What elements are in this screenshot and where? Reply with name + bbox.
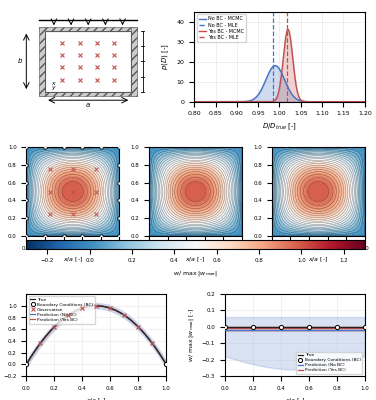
Prediction (Yes BC) xyxy=(305,326,310,331)
Text: b: b xyxy=(18,58,22,64)
Prediction (Yes BC) xyxy=(362,326,367,331)
Prediction (No BC) xyxy=(308,328,313,332)
True xyxy=(306,324,310,329)
Boundary Conditions (BC) xyxy=(335,324,339,329)
Boundary Conditions (BC) xyxy=(223,324,227,329)
Observation xyxy=(136,324,141,329)
Bar xyxy=(131,27,138,96)
Prediction (No BC) xyxy=(107,306,112,310)
Prediction (No BC) xyxy=(305,328,310,332)
Bar xyxy=(45,31,131,92)
X-axis label: $D/D_{true}$ [-]: $D/D_{true}$ [-] xyxy=(262,122,297,132)
Observation xyxy=(122,313,126,318)
Prediction (No BC) xyxy=(24,361,29,366)
Legend: True, Boundary Conditions (BC), Observation, Prediction (No BC), Prediction (Yes: True, Boundary Conditions (BC), Observat… xyxy=(29,296,95,324)
Boundary Conditions (BC) xyxy=(279,324,283,329)
Line: Prediction (Yes BC): Prediction (Yes BC) xyxy=(26,306,166,364)
True xyxy=(94,303,98,308)
Text: a: a xyxy=(86,102,90,108)
Observation xyxy=(80,306,85,310)
X-axis label: $w/$ max $|w_{max}|$: $w/$ max $|w_{max}|$ xyxy=(173,269,218,278)
True xyxy=(110,306,115,311)
Observation xyxy=(66,313,71,318)
Boundary Conditions (BC) xyxy=(250,324,255,329)
True xyxy=(349,324,354,329)
Observation xyxy=(38,341,42,346)
True xyxy=(24,362,29,367)
Line: Prediction (No BC): Prediction (No BC) xyxy=(26,306,166,364)
True xyxy=(362,324,367,329)
Line: True: True xyxy=(26,306,166,364)
Prediction (Yes BC) xyxy=(108,306,112,310)
True xyxy=(151,343,156,348)
X-axis label: $x/a$ [-]: $x/a$ [-] xyxy=(308,256,329,264)
Y-axis label: $w/$ max $|w_{max}|$ [-]: $w/$ max $|w_{max}|$ [-] xyxy=(187,308,196,362)
Prediction (No BC) xyxy=(110,306,115,311)
Y-axis label: $p(D)$ [-]: $p(D)$ [-] xyxy=(161,43,171,70)
Prediction (No BC) xyxy=(143,332,147,336)
Prediction (Yes BC) xyxy=(24,361,29,366)
Prediction (Yes BC) xyxy=(306,326,310,331)
Bar xyxy=(39,92,138,96)
Legend: No BC - MCMC, No BC - MLE, Yes BC - MCMC, Yes BC - MLE: No BC - MCMC, No BC - MLE, Yes BC - MCMC… xyxy=(197,14,246,42)
Y-axis label: $y/b$ [-]: $y/b$ [-] xyxy=(0,181,2,202)
Observation xyxy=(150,341,155,346)
Text: y: y xyxy=(52,85,55,90)
Bar xyxy=(39,27,45,96)
Prediction (No BC) xyxy=(341,328,345,332)
Observation xyxy=(52,324,56,329)
True xyxy=(305,324,310,329)
Prediction (No BC) xyxy=(306,328,310,332)
True xyxy=(24,361,29,366)
Prediction (Yes BC) xyxy=(341,326,345,331)
Prediction (No BC) xyxy=(223,328,227,332)
Prediction (No BC) xyxy=(164,362,168,367)
Prediction (Yes BC) xyxy=(164,362,168,367)
X-axis label: $x/a$ [-]: $x/a$ [-] xyxy=(86,396,106,400)
True xyxy=(107,306,112,310)
X-axis label: $x/a$ [-]: $x/a$ [-] xyxy=(185,256,206,264)
Prediction (No BC) xyxy=(362,328,367,332)
True xyxy=(164,362,168,367)
X-axis label: $x/a$ [-]: $x/a$ [-] xyxy=(62,256,83,264)
Prediction (Yes BC) xyxy=(107,306,112,310)
Observation xyxy=(108,306,112,310)
Prediction (No BC) xyxy=(24,362,29,367)
Prediction (No BC) xyxy=(108,306,112,310)
Legend: True, Boundary Conditions (BC), Prediction (No BC), Prediction (Yes BC): True, Boundary Conditions (BC), Predicti… xyxy=(296,352,362,374)
Boundary Conditions (BC) xyxy=(362,324,367,329)
True xyxy=(223,324,227,329)
Prediction (Yes BC) xyxy=(110,306,115,311)
Prediction (No BC) xyxy=(94,303,98,308)
Observation xyxy=(94,303,99,308)
X-axis label: $x/a$ [-]: $x/a$ [-] xyxy=(285,396,305,400)
Prediction (Yes BC) xyxy=(223,326,227,331)
Prediction (Yes BC) xyxy=(24,362,29,367)
Prediction (No BC) xyxy=(349,328,354,332)
Boundary Conditions (BC) xyxy=(306,324,311,329)
Prediction (No BC) xyxy=(223,328,227,332)
True xyxy=(143,332,147,336)
Prediction (Yes BC) xyxy=(143,332,147,336)
Prediction (Yes BC) xyxy=(349,326,354,331)
Prediction (No BC) xyxy=(151,343,156,348)
True xyxy=(223,324,227,329)
Prediction (Yes BC) xyxy=(308,326,313,331)
True xyxy=(108,306,112,310)
Prediction (Yes BC) xyxy=(223,326,227,331)
Line: Observation: Observation xyxy=(38,304,154,345)
Prediction (Yes BC) xyxy=(151,343,156,348)
Prediction (Yes BC) xyxy=(94,303,98,308)
True xyxy=(341,324,345,329)
Text: x: x xyxy=(52,80,55,86)
Bar xyxy=(39,27,138,31)
Line: Boundary Conditions (BC): Boundary Conditions (BC) xyxy=(223,325,367,329)
True xyxy=(308,324,313,329)
